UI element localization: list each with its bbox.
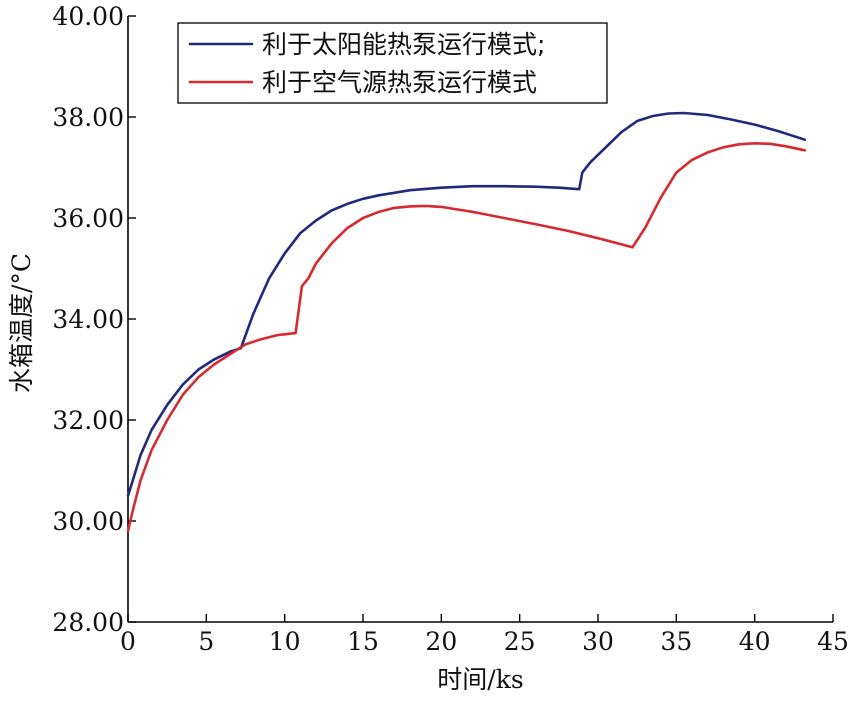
y-tick-label: 38.00 (52, 103, 124, 132)
y-tick-label: 34.00 (52, 305, 124, 334)
x-axis-title: 时间/ks (437, 665, 523, 694)
axes (127, 16, 833, 623)
series-air-source-line (126, 142, 807, 533)
legend-label-solar: 利于太阳能热泵运行模式; (262, 30, 545, 59)
y-tick-label: 36.00 (52, 204, 124, 233)
series-solar-line (126, 111, 807, 498)
y-tick-label: 40.00 (52, 2, 124, 31)
x-tick-label: 35 (660, 627, 692, 656)
x-tick-label: 30 (582, 627, 614, 656)
x-tick-label: 45 (817, 627, 849, 656)
ticks: 0 5 10 15 20 25 30 35 40 45 28.00 30.00 32.00 34.00 36… (52, 2, 848, 656)
y-axis-title: 水箱温度/°C (7, 253, 36, 393)
legend-label-air-source: 利于空气源热泵运行模式 (262, 68, 537, 97)
y-tick-label: 30.00 (52, 507, 124, 536)
series-layer (126, 111, 807, 533)
x-tick-label: 0 (120, 627, 136, 656)
legend-box (177, 22, 608, 104)
x-tick-label: 20 (425, 627, 457, 656)
x-tick-label: 5 (198, 627, 214, 656)
x-tick-label: 15 (347, 627, 379, 656)
x-tick-label: 40 (739, 627, 771, 656)
x-tick-label: 25 (504, 627, 536, 656)
x-tick-label: 10 (269, 627, 301, 656)
legend: 利于太阳能热泵运行模式; 利于空气源热泵运行模式 (177, 22, 608, 104)
y-tick-label: 32.00 (52, 406, 124, 435)
y-tick-label: 28.00 (52, 608, 124, 637)
